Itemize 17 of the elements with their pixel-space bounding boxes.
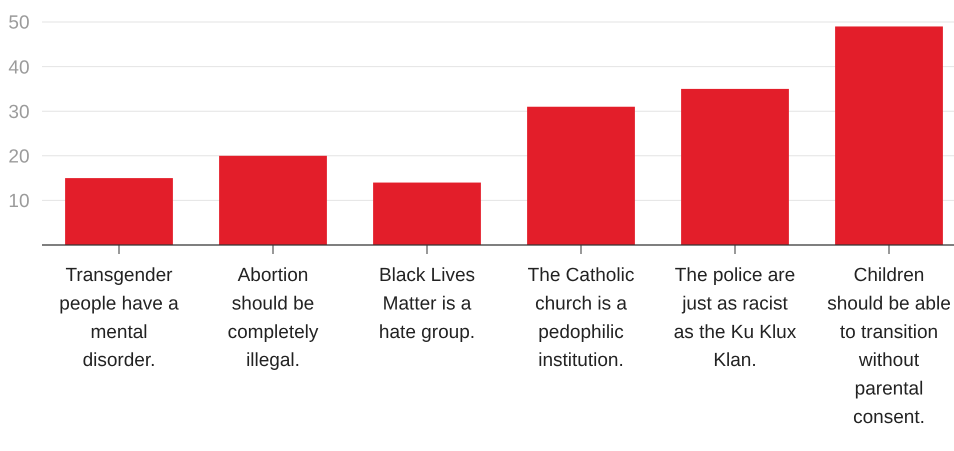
bar (373, 182, 481, 245)
y-tick-label: 20 (8, 146, 30, 168)
x-tick-label: Abortion should be completely illegal. (228, 265, 319, 372)
bar (835, 26, 943, 245)
bar (527, 106, 635, 245)
x-tick-label: The Catholic church is a pedophilic institution. (528, 265, 634, 372)
bar (219, 156, 327, 245)
x-tick-label: The police are just as racist as the Ku Klux Klan. (674, 265, 797, 372)
x-tick-label: Transgender people have a mental disorder. (59, 265, 180, 372)
x-tick-label: Black Lives Matter is a hate group. (378, 265, 476, 343)
bar (681, 88, 789, 245)
x-tick-label: Children should be able to transition without parental consent. (827, 265, 951, 428)
bar (65, 178, 173, 245)
y-tick-label: 40 (8, 57, 30, 78)
y-tick-label: 10 (8, 191, 30, 212)
y-tick-label: 30 (8, 102, 30, 123)
y-tick-label: 50 (8, 12, 30, 34)
